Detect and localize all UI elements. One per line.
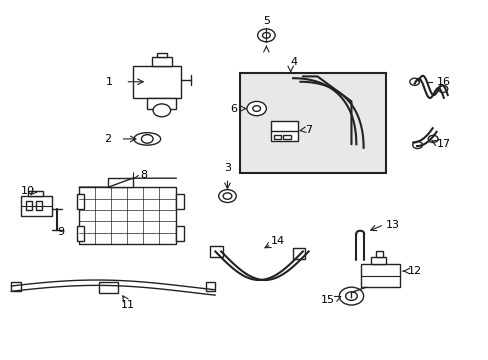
Bar bbox=[292, 248, 305, 258]
Bar bbox=[205, 282, 215, 291]
Bar bbox=[273, 135, 281, 139]
Bar bbox=[99, 282, 118, 293]
Bar bbox=[77, 226, 84, 241]
Circle shape bbox=[339, 287, 363, 305]
Bar bbox=[370, 257, 385, 264]
Circle shape bbox=[252, 106, 260, 111]
Text: 3: 3 bbox=[224, 163, 230, 173]
Text: 11: 11 bbox=[120, 300, 134, 310]
Circle shape bbox=[427, 135, 437, 143]
Bar bbox=[36, 202, 42, 210]
Circle shape bbox=[223, 193, 231, 199]
Bar bbox=[108, 178, 132, 187]
Text: 2: 2 bbox=[103, 134, 111, 144]
Bar bbox=[11, 282, 21, 291]
Text: 1: 1 bbox=[106, 77, 113, 87]
Circle shape bbox=[141, 135, 153, 143]
Text: 13: 13 bbox=[385, 220, 399, 230]
Circle shape bbox=[409, 78, 419, 85]
Bar bbox=[283, 135, 290, 139]
Text: 15: 15 bbox=[320, 295, 334, 305]
Circle shape bbox=[153, 104, 170, 117]
Bar bbox=[361, 264, 399, 287]
Circle shape bbox=[262, 32, 270, 38]
Circle shape bbox=[218, 190, 236, 203]
Text: 5: 5 bbox=[263, 16, 269, 26]
Text: 4: 4 bbox=[290, 57, 297, 67]
Text: 16: 16 bbox=[436, 77, 449, 87]
Bar bbox=[79, 187, 176, 244]
Text: 14: 14 bbox=[271, 236, 285, 246]
Circle shape bbox=[344, 296, 353, 303]
Bar bbox=[210, 246, 222, 257]
Bar bbox=[152, 57, 171, 66]
Bar bbox=[28, 191, 42, 196]
Bar bbox=[157, 53, 166, 57]
Text: 12: 12 bbox=[407, 266, 421, 276]
Text: 10: 10 bbox=[21, 186, 35, 196]
Circle shape bbox=[437, 85, 447, 93]
Circle shape bbox=[345, 292, 357, 300]
Bar bbox=[271, 121, 297, 141]
Bar bbox=[26, 202, 31, 210]
Bar bbox=[147, 98, 176, 109]
Text: 8: 8 bbox=[140, 170, 147, 180]
Circle shape bbox=[257, 29, 275, 42]
Bar bbox=[21, 196, 52, 216]
Bar bbox=[176, 226, 183, 241]
Text: 6: 6 bbox=[230, 104, 237, 113]
Bar bbox=[132, 66, 181, 98]
Circle shape bbox=[246, 102, 266, 116]
Bar bbox=[77, 194, 84, 208]
Bar bbox=[176, 194, 183, 208]
Text: 17: 17 bbox=[436, 139, 450, 149]
Circle shape bbox=[412, 141, 422, 149]
Text: 7: 7 bbox=[305, 125, 312, 135]
Bar bbox=[375, 251, 382, 257]
Text: 9: 9 bbox=[57, 227, 64, 237]
Ellipse shape bbox=[134, 133, 160, 145]
Bar bbox=[239, 73, 385, 173]
